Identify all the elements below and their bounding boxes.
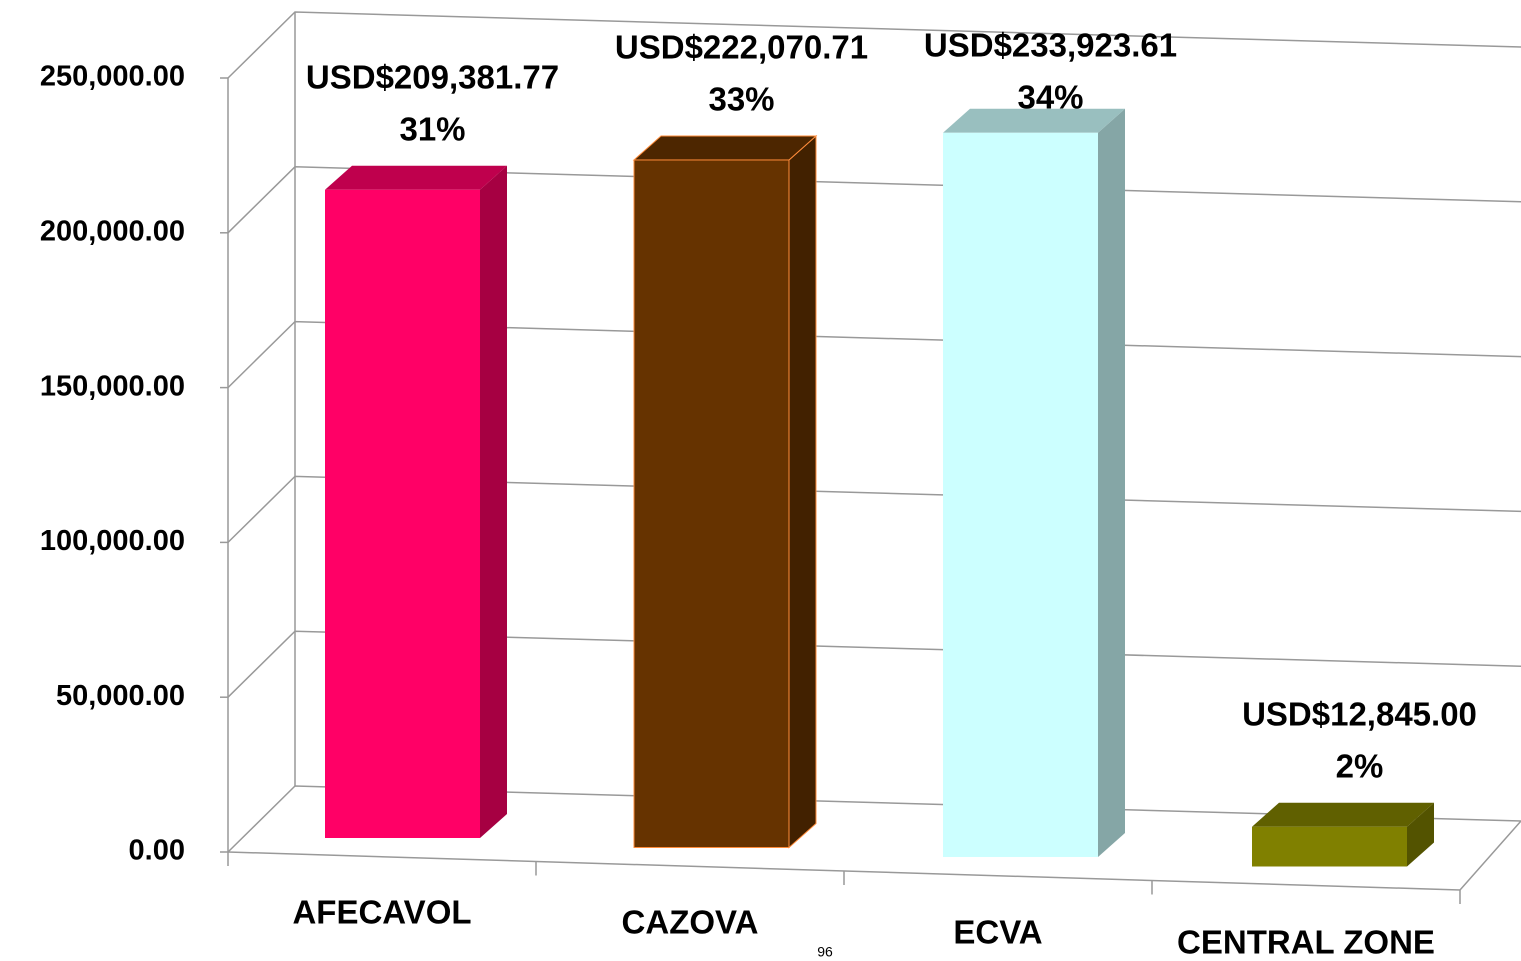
page-number: 96 bbox=[817, 944, 833, 960]
value-label: USD$209,381.77 bbox=[306, 58, 559, 95]
bar bbox=[325, 189, 480, 839]
percent-label: 33% bbox=[708, 81, 774, 118]
value-label: USD$222,070.71 bbox=[615, 29, 868, 66]
bar-top bbox=[632, 135, 818, 161]
bar-top bbox=[1252, 802, 1434, 827]
bar-top bbox=[325, 165, 507, 190]
y-tick-label: 0.00 bbox=[129, 835, 185, 867]
y-tick-label: 200,000.00 bbox=[40, 215, 185, 247]
bar bbox=[943, 132, 1098, 857]
value-label: USD$12,845.00 bbox=[1242, 695, 1477, 732]
bar bbox=[1252, 826, 1407, 867]
bar bbox=[633, 159, 790, 849]
y-tick-label: 250,000.00 bbox=[40, 61, 185, 93]
value-label: USD$233,923.61 bbox=[924, 27, 1177, 64]
percent-label: 31% bbox=[399, 110, 465, 147]
percent-label: 34% bbox=[1017, 79, 1083, 116]
bar-side bbox=[1098, 108, 1125, 857]
x-tick-label: CAZOVA bbox=[622, 904, 759, 941]
percent-label: 2% bbox=[1336, 747, 1384, 784]
bar-side bbox=[788, 134, 817, 849]
x-tick-label: ECVA bbox=[953, 914, 1042, 951]
x-tick-label: AFECAVOL bbox=[292, 894, 471, 931]
y-tick-label: 50,000.00 bbox=[56, 680, 185, 712]
bar-top bbox=[943, 108, 1125, 133]
x-tick-label: CENTRAL ZONE bbox=[1177, 924, 1435, 961]
grid-line bbox=[227, 11, 1521, 79]
y-tick-label: 150,000.00 bbox=[40, 370, 185, 402]
bar-side bbox=[1407, 802, 1434, 867]
bar-side bbox=[480, 165, 507, 839]
y-tick-label: 100,000.00 bbox=[40, 525, 185, 557]
